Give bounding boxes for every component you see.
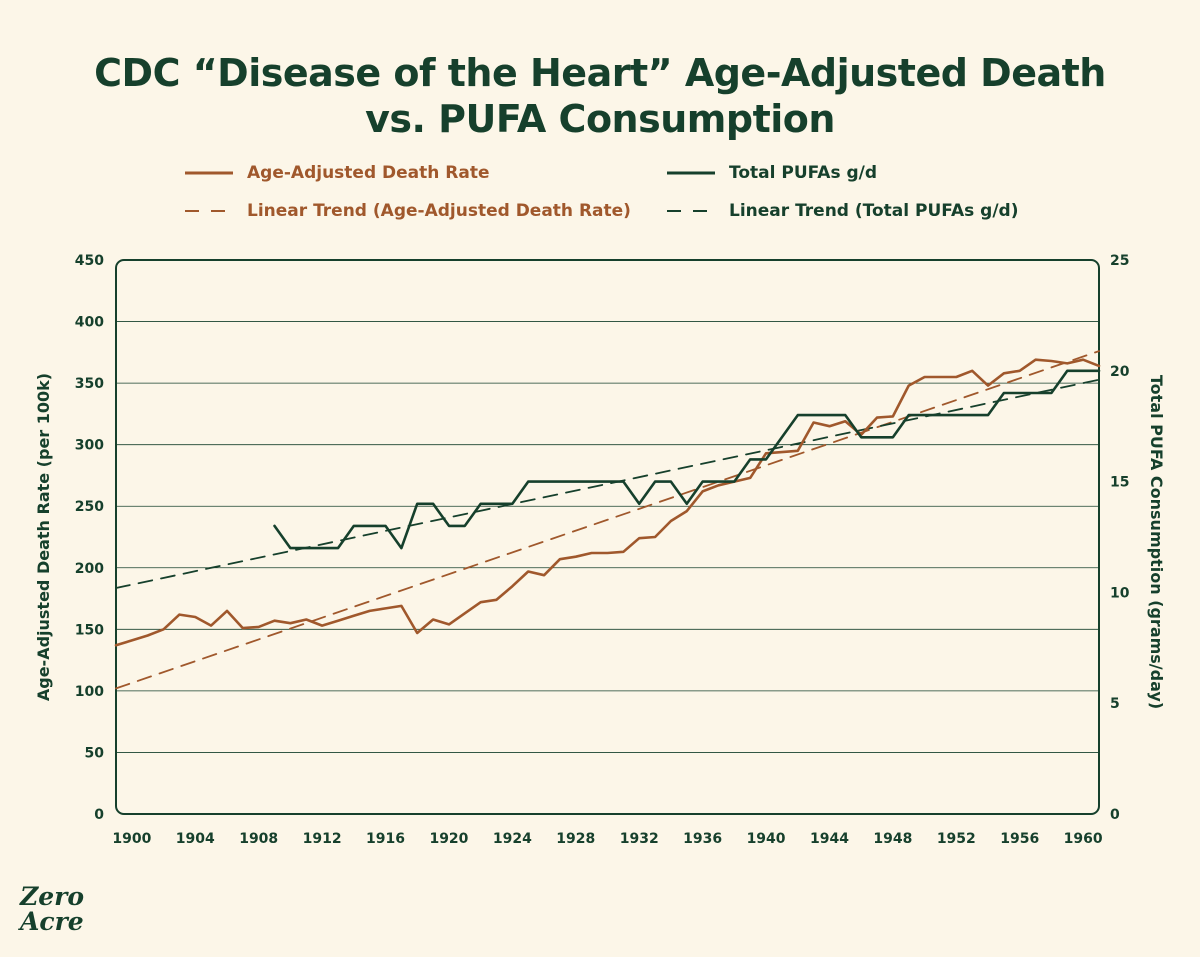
x-tick-label: 1952 [937, 831, 976, 847]
y-tick-label: 0 [94, 807, 104, 823]
logo-line-1: Zero [20, 882, 85, 911]
y2-axis-label: Total PUFA Consumption (grams/day) [1147, 375, 1166, 709]
x-tick-label: 1956 [1000, 831, 1039, 847]
logo-line-2: Acre [20, 907, 84, 936]
x-tick-label: 1904 [176, 831, 215, 847]
legend-label-death-rate: Age-Adjusted Death Rate [247, 163, 490, 183]
y-tick-label: 350 [75, 376, 104, 392]
y-axis-label: Age-Adjusted Death Rate (per 100k) [34, 373, 53, 701]
legend-item-pufa: Total PUFAs g/d [667, 163, 877, 183]
y-tick-label: 250 [75, 499, 104, 515]
pufa-trend-line [115, 378, 1100, 589]
plot-frame [115, 259, 1100, 815]
x-tick-label: 1928 [556, 831, 595, 847]
y2-tick-label: 10 [1110, 585, 1130, 601]
legend-swatch-pufa [667, 171, 715, 175]
y-tick-label: 400 [75, 315, 104, 331]
y-tick-label: 100 [75, 684, 104, 700]
x-tick-label: 1940 [747, 831, 786, 847]
x-tick-label: 1948 [873, 831, 912, 847]
legend-swatch-pufa-trend [667, 210, 715, 212]
x-tick-label: 1920 [429, 831, 468, 847]
x-tick-label: 1900 [112, 831, 151, 847]
chart-title: CDC “Disease of the Heart” Age-Adjusted … [0, 50, 1200, 142]
y2-tick-label: 25 [1110, 253, 1129, 269]
y2-tick-label: 15 [1110, 475, 1129, 491]
x-tick-label: 1916 [366, 831, 405, 847]
y-tick-label: 450 [75, 253, 104, 269]
y2-tick-label: 0 [1110, 807, 1120, 823]
y-tick-label: 150 [75, 622, 104, 638]
y2-tick-label: 5 [1110, 696, 1120, 712]
legend-label-pufa-trend: Linear Trend (Total PUFAs g/d) [729, 201, 1019, 221]
x-tick-label: 1912 [303, 831, 342, 847]
x-tick-label: 1936 [683, 831, 722, 847]
legend-swatch-death-trend [185, 210, 233, 212]
y-tick-label: 50 [85, 745, 105, 761]
legend-item-death-trend: Linear Trend (Age-Adjusted Death Rate) [185, 201, 631, 221]
x-tick-label: 1924 [493, 831, 532, 847]
legend-item-pufa-trend: Linear Trend (Total PUFAs g/d) [667, 201, 1018, 221]
legend-label-pufa: Total PUFAs g/d [729, 163, 878, 183]
chart-title-line-2: vs. PUFA Consumption [365, 97, 835, 141]
chart-title-line-1: CDC “Disease of the Heart” Age-Adjusted … [94, 51, 1106, 95]
x-tick-label: 1908 [239, 831, 278, 847]
legend-swatch-death-rate [185, 171, 233, 175]
x-tick-label: 1960 [1064, 831, 1103, 847]
x-tick-label: 1944 [810, 831, 849, 847]
death-rate-trend-line [115, 350, 1100, 690]
pufa-line [273, 369, 1101, 550]
legend-label-death-trend: Linear Trend (Age-Adjusted Death Rate) [247, 201, 631, 221]
legend-item-death-rate: Age-Adjusted Death Rate [185, 163, 490, 183]
death-rate-line [114, 358, 1101, 647]
y-tick-label: 200 [75, 561, 104, 577]
y-tick-label: 300 [75, 438, 104, 454]
zero-acre-logo: Zero Acre [20, 884, 100, 934]
x-tick-label: 1932 [620, 831, 659, 847]
y2-tick-label: 20 [1110, 364, 1130, 380]
